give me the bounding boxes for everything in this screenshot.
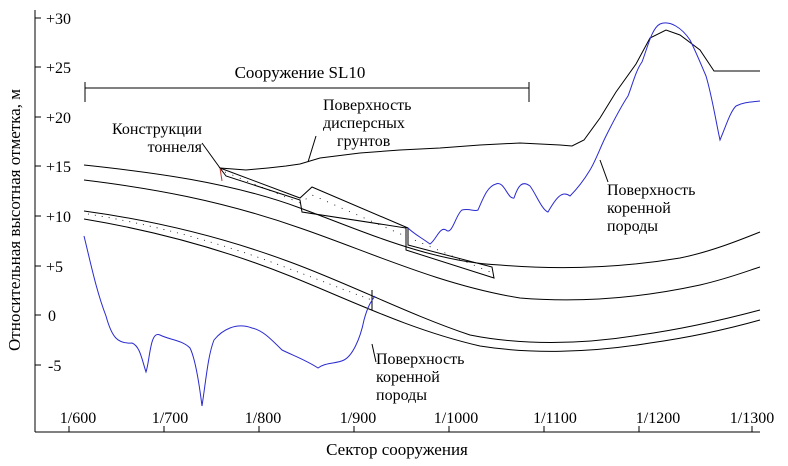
y-tick-label: +25 xyxy=(46,60,71,77)
bedrock-right-annotation: Поверхность коренной породы xyxy=(607,182,695,235)
x-tick-label: 1/900 xyxy=(340,410,376,427)
bedrock-right-label-line: коренной xyxy=(607,200,671,217)
tunnel-structure-outline xyxy=(218,166,495,279)
soil-surface-line xyxy=(219,29,760,171)
tunnel-structure-dots xyxy=(224,171,491,273)
x-tick-label: 1/600 xyxy=(60,410,96,427)
y-tick-label: +5 xyxy=(46,259,63,276)
tunnel-structures-label-line: Конструкции xyxy=(112,121,202,138)
x-tick-label: 1/1100 xyxy=(533,410,577,427)
bedrock-bottom-label-line: Поверхность xyxy=(376,351,464,368)
x-tick-labels: 1/600 1/700 1/800 1/900 1/1000 1/1100 1/… xyxy=(60,410,774,427)
soil-surface-label-line: грунтов xyxy=(337,133,391,150)
tunnel-upper-top-line xyxy=(83,164,761,269)
y-axis-title: Относительная высотная отметка, м xyxy=(5,89,24,351)
bedrock-surface-right xyxy=(407,22,761,245)
bedrock-bottom-annotation: Поверхность коренной породы xyxy=(376,351,464,404)
bedrock-bottom-label-line: породы xyxy=(376,387,427,404)
y-tick-label: +10 xyxy=(46,209,71,226)
y-tick-label: +30 xyxy=(46,11,71,28)
soil-surface-label-line: Поверхность xyxy=(323,97,411,114)
x-tick-label: 1/1300 xyxy=(730,410,774,427)
tunnel-lower-top-line xyxy=(83,210,761,343)
y-tick-label: +20 xyxy=(46,110,71,127)
tunnel-lower-bottom-line xyxy=(83,218,761,352)
x-tick-label: 1/1200 xyxy=(636,410,680,427)
bedrock-surface-line xyxy=(83,235,376,407)
y-tick-label: +15 xyxy=(46,159,71,176)
tunnel-structures-annotation: Конструкции тоннеля xyxy=(112,121,203,156)
x-tick-label: 1/1000 xyxy=(434,410,478,427)
y-tick-labels: +30 +25 +20 +15 +10 +5 0 -5 xyxy=(46,11,71,375)
tunnel-upper-bottom-line xyxy=(83,179,761,301)
y-tick-label: -5 xyxy=(48,358,61,375)
x-tick-marks xyxy=(68,426,753,432)
x-axis-title: Сектор сооружения xyxy=(326,440,468,459)
soil-surface-label-line: дисперсных xyxy=(323,115,405,132)
x-tick-label: 1/800 xyxy=(245,410,281,427)
tunnel-lower-dotted-fill xyxy=(87,213,373,301)
x-tick-label: 1/700 xyxy=(152,410,188,427)
bedrock-right-label-line: породы xyxy=(607,218,658,235)
structure-extent xyxy=(84,82,530,102)
structure-label: Сооружение SL10 xyxy=(235,63,366,82)
y-tick-marks xyxy=(35,17,41,366)
tunnel-structures-label-line: тоннеля xyxy=(148,139,203,156)
bedrock-right-label-line: Поверхность xyxy=(607,182,695,199)
y-tick-label: 0 xyxy=(48,308,56,325)
bedrock-bottom-label-line: коренной xyxy=(376,369,440,386)
tunnel-structure-red-edge xyxy=(219,167,223,182)
soil-surface-annotation: Поверхность дисперсных грунтов xyxy=(323,97,411,150)
leader-lines xyxy=(201,135,609,363)
